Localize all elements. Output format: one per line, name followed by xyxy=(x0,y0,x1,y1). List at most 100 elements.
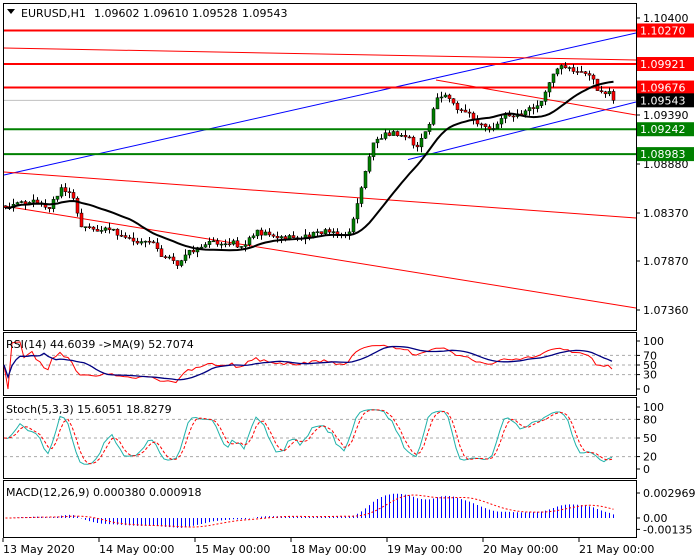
candle xyxy=(303,229,308,245)
dropdown-triangle-icon[interactable] xyxy=(7,9,15,14)
trend-line-channel xyxy=(407,101,637,161)
axis-layer: 1.10400 1.09390 1.08880 1.08370 1.07870 1.073… xyxy=(2,12,696,556)
candle xyxy=(55,195,60,202)
candle xyxy=(143,240,148,248)
candle xyxy=(607,87,612,97)
candle xyxy=(135,237,140,245)
candle xyxy=(435,93,440,110)
candle xyxy=(603,90,608,98)
candle-body xyxy=(47,207,52,209)
candle xyxy=(263,229,268,236)
candle xyxy=(255,229,260,240)
candle-body xyxy=(523,110,528,116)
candle-body xyxy=(375,138,380,144)
time-tick-label: 19 May 00:00 xyxy=(387,543,462,556)
candle xyxy=(47,207,52,213)
candle xyxy=(71,189,76,201)
candle-body xyxy=(119,234,124,237)
candle-body xyxy=(255,229,260,237)
price-tick-label: 1.07360 xyxy=(643,304,689,317)
candle-body xyxy=(191,250,196,253)
candle-body xyxy=(243,244,248,247)
candle-body xyxy=(571,67,576,72)
candle-body xyxy=(491,128,496,130)
candle-body xyxy=(555,68,560,75)
candle-body xyxy=(99,230,104,232)
candle-body xyxy=(35,199,40,203)
rsi-tick-label: 100 xyxy=(643,335,664,348)
candle-body xyxy=(579,71,584,73)
candle xyxy=(231,238,236,246)
candle xyxy=(63,183,68,197)
macd-tick-label: 0.00 xyxy=(643,512,668,525)
price-tag-label: 1.08983 xyxy=(640,148,686,161)
macd-label: MACD(12,26,9) 0.000380 0.000918 xyxy=(6,486,202,499)
time-tick-label: 15 May 00:00 xyxy=(195,543,270,556)
candle xyxy=(211,237,216,243)
candle-body xyxy=(183,254,188,261)
macd-tick-label: 0.002969 xyxy=(643,487,696,500)
candle xyxy=(127,234,132,240)
candle-body xyxy=(143,240,148,243)
macd-layer xyxy=(5,493,614,528)
candle xyxy=(451,98,456,106)
candle-body xyxy=(367,156,372,172)
candle xyxy=(375,136,380,149)
rsi-layer xyxy=(3,341,636,390)
price-tag-current xyxy=(637,93,694,108)
price-tick-label: 1.08370 xyxy=(643,207,689,220)
candle-body xyxy=(175,260,180,266)
candle-body xyxy=(467,111,472,114)
price-layer xyxy=(3,29,637,309)
candle xyxy=(551,73,556,88)
candle xyxy=(15,201,20,205)
candle-body xyxy=(359,187,364,204)
candle-body xyxy=(435,97,440,110)
candle xyxy=(179,259,184,268)
price-tag-support xyxy=(637,122,694,137)
candle xyxy=(11,198,16,212)
candle-body xyxy=(551,73,556,83)
candle xyxy=(155,238,160,252)
time-tick-label: 14 May 00:00 xyxy=(99,543,174,556)
price-tick-label: 1.08880 xyxy=(643,158,689,171)
price-tick-label: 1.09390 xyxy=(643,109,689,122)
candle-body xyxy=(179,260,184,266)
price-tag-resistance xyxy=(637,80,694,95)
candle xyxy=(251,233,256,240)
price-tag-support xyxy=(637,147,694,162)
candle-body xyxy=(199,246,204,249)
candle-body xyxy=(543,91,548,102)
candle-body xyxy=(223,243,228,246)
candle xyxy=(427,122,432,135)
candle xyxy=(587,70,592,81)
price-tag-label: 1.10270 xyxy=(640,24,686,37)
candle-body xyxy=(355,203,360,220)
trend-line-resistance xyxy=(3,171,637,219)
candle xyxy=(567,66,572,72)
candle-body xyxy=(547,82,552,93)
candle xyxy=(599,85,604,94)
candle-body xyxy=(559,65,564,70)
candle-body xyxy=(75,197,80,214)
candle-body xyxy=(147,240,152,243)
candle-body xyxy=(95,228,100,232)
candle-body xyxy=(63,187,68,192)
candle-body xyxy=(155,242,160,250)
candle xyxy=(479,122,484,129)
candle xyxy=(367,153,372,174)
candle-body xyxy=(575,71,580,73)
time-tick-label: 21 May 00:00 xyxy=(579,543,654,556)
candle xyxy=(555,67,560,77)
candle-body xyxy=(59,187,64,197)
candle-body xyxy=(235,240,240,248)
candle xyxy=(571,64,576,75)
candle xyxy=(183,249,188,264)
candle-body xyxy=(611,91,616,101)
rsi-tick-label: 0 xyxy=(643,383,650,396)
macd-tick-label: -0.00135 xyxy=(643,523,692,536)
candle-body xyxy=(331,231,336,233)
candle-body xyxy=(591,74,596,80)
candle xyxy=(431,107,436,126)
